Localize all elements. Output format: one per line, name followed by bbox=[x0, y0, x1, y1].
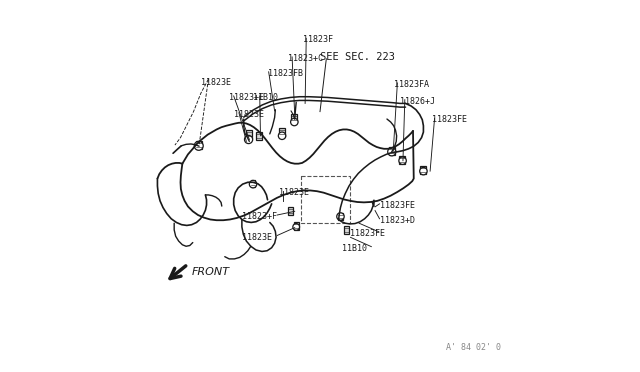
Circle shape bbox=[278, 132, 286, 140]
Circle shape bbox=[293, 224, 300, 230]
Bar bbox=[279, 128, 285, 137]
Circle shape bbox=[337, 213, 344, 220]
Text: 11826+J: 11826+J bbox=[400, 97, 435, 106]
Bar bbox=[399, 156, 405, 164]
Text: 11B10: 11B10 bbox=[342, 244, 367, 253]
Text: 11823+C: 11823+C bbox=[289, 54, 323, 63]
Text: 11823E: 11823E bbox=[242, 232, 272, 241]
Text: 11823FE: 11823FE bbox=[380, 201, 415, 210]
Text: A' 84 02' 0: A' 84 02' 0 bbox=[447, 343, 502, 352]
Bar bbox=[255, 132, 262, 140]
Text: 11823FB: 11823FB bbox=[268, 69, 303, 78]
Circle shape bbox=[388, 148, 396, 156]
Bar bbox=[251, 180, 255, 187]
Text: 11823FE: 11823FE bbox=[349, 229, 385, 238]
Bar bbox=[301, 176, 349, 223]
Text: 11823FA: 11823FA bbox=[394, 80, 429, 89]
Circle shape bbox=[291, 118, 298, 126]
Text: 11823E: 11823E bbox=[279, 188, 309, 197]
Circle shape bbox=[195, 141, 203, 150]
Circle shape bbox=[250, 180, 257, 188]
Bar bbox=[291, 114, 298, 122]
Circle shape bbox=[399, 157, 406, 164]
Circle shape bbox=[244, 135, 253, 144]
Bar bbox=[287, 207, 293, 215]
Text: 11B10: 11B10 bbox=[253, 93, 278, 102]
Text: 11823+F: 11823+F bbox=[242, 212, 277, 221]
Text: 11823FE: 11823FE bbox=[431, 115, 467, 124]
Bar bbox=[196, 141, 202, 149]
Text: 11823+E: 11823+E bbox=[229, 93, 264, 102]
Text: 11823E: 11823E bbox=[201, 78, 231, 87]
Text: FRONT: FRONT bbox=[191, 267, 230, 277]
Text: 11823+D: 11823+D bbox=[380, 216, 415, 225]
Bar bbox=[420, 166, 426, 174]
Bar bbox=[246, 130, 252, 138]
Text: 11823E: 11823E bbox=[234, 110, 264, 119]
Text: 11823F: 11823F bbox=[303, 35, 333, 44]
Bar bbox=[344, 226, 349, 234]
Circle shape bbox=[420, 167, 427, 175]
Bar bbox=[389, 147, 395, 155]
Bar bbox=[338, 213, 343, 220]
Bar bbox=[294, 222, 299, 230]
Text: SEE SEC. 223: SEE SEC. 223 bbox=[320, 52, 395, 62]
